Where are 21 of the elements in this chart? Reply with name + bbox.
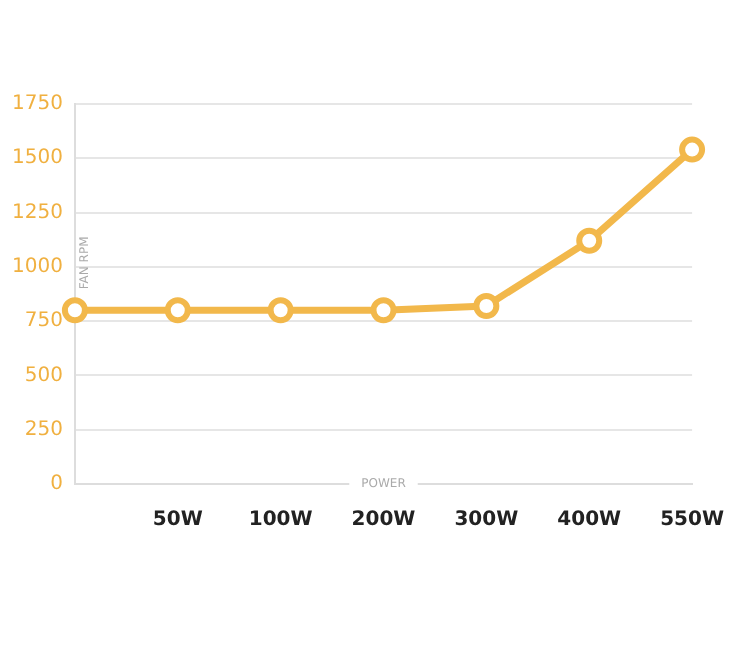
x-tick-label: 300W [454, 509, 519, 532]
x-tick-label: 50W [152, 509, 203, 532]
point [370, 297, 397, 324]
x-tick-label: 200W [351, 509, 416, 532]
y-tick-label: 250 [24, 418, 63, 441]
x-tick-label: 400W [557, 509, 622, 532]
y-tick-label: 1250 [11, 201, 63, 224]
point [164, 297, 191, 324]
point [473, 292, 500, 319]
x-tick-label: 550W [660, 509, 724, 532]
y-tick-label: 1750 [11, 93, 63, 116]
y-tick-label: 750 [24, 310, 63, 333]
point [267, 297, 294, 324]
y-tick-label: 1000 [11, 256, 63, 279]
point [679, 136, 706, 163]
y-tick-label: 1500 [11, 147, 63, 170]
x-tick-label: 100W [248, 509, 313, 532]
point [576, 227, 603, 254]
point [61, 297, 88, 324]
y-tick-label: 0 [50, 473, 63, 496]
y-tick-label: 500 [24, 364, 63, 387]
